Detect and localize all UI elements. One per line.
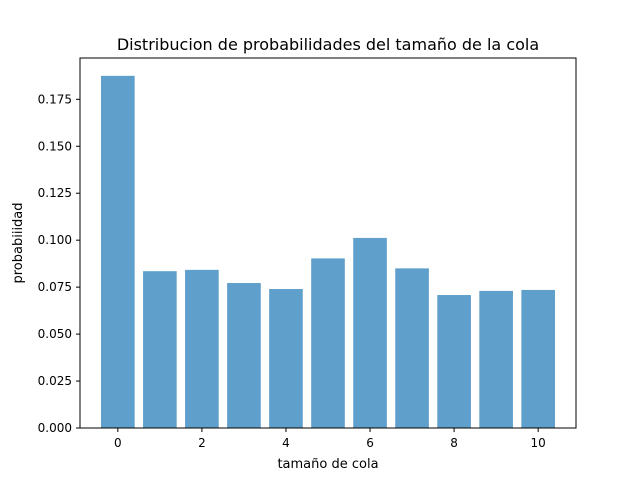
y-tick-label: 0.000 [38,421,72,435]
x-axis-label: tamaño de cola [277,457,378,472]
plot-frame [79,57,577,429]
x-tick-label: 6 [366,436,374,450]
y-axis-label: probabiiidad [11,202,26,283]
bar-8 [437,295,471,428]
y-tick-label: 0.025 [38,374,72,388]
bar-4 [269,289,303,428]
bar-5 [311,258,345,428]
bar-1 [143,271,177,428]
x-axis-ticks: 0 2 4 6 8 10 [114,428,546,450]
x-tick-label: 4 [282,436,290,450]
y-tick-label: 0.075 [38,280,72,294]
y-axis-ticks: 0.000 0.025 0.050 0.075 0.100 0.125 0.150 0.175 [38,92,80,435]
bar-7 [395,268,429,428]
y-tick-label: 0.050 [38,327,72,341]
bar-10 [521,289,555,428]
bar-6 [353,237,387,428]
bar-0 [101,75,135,428]
bar-9 [479,290,513,428]
y-tick-label: 0.100 [38,233,72,247]
bar-3 [227,283,261,428]
x-tick-label: 2 [198,436,206,450]
chart-title: Distribucion de probabilidades del tamañ… [117,35,539,54]
y-tick-label: 0.175 [38,92,72,106]
y-tick-label: 0.125 [38,186,72,200]
x-tick-label: 8 [450,436,458,450]
bars-layer [101,75,555,428]
x-tick-label: 0 [114,436,122,450]
bar-2 [185,269,219,428]
y-tick-label: 0.150 [38,139,72,153]
x-tick-label: 10 [531,436,546,450]
